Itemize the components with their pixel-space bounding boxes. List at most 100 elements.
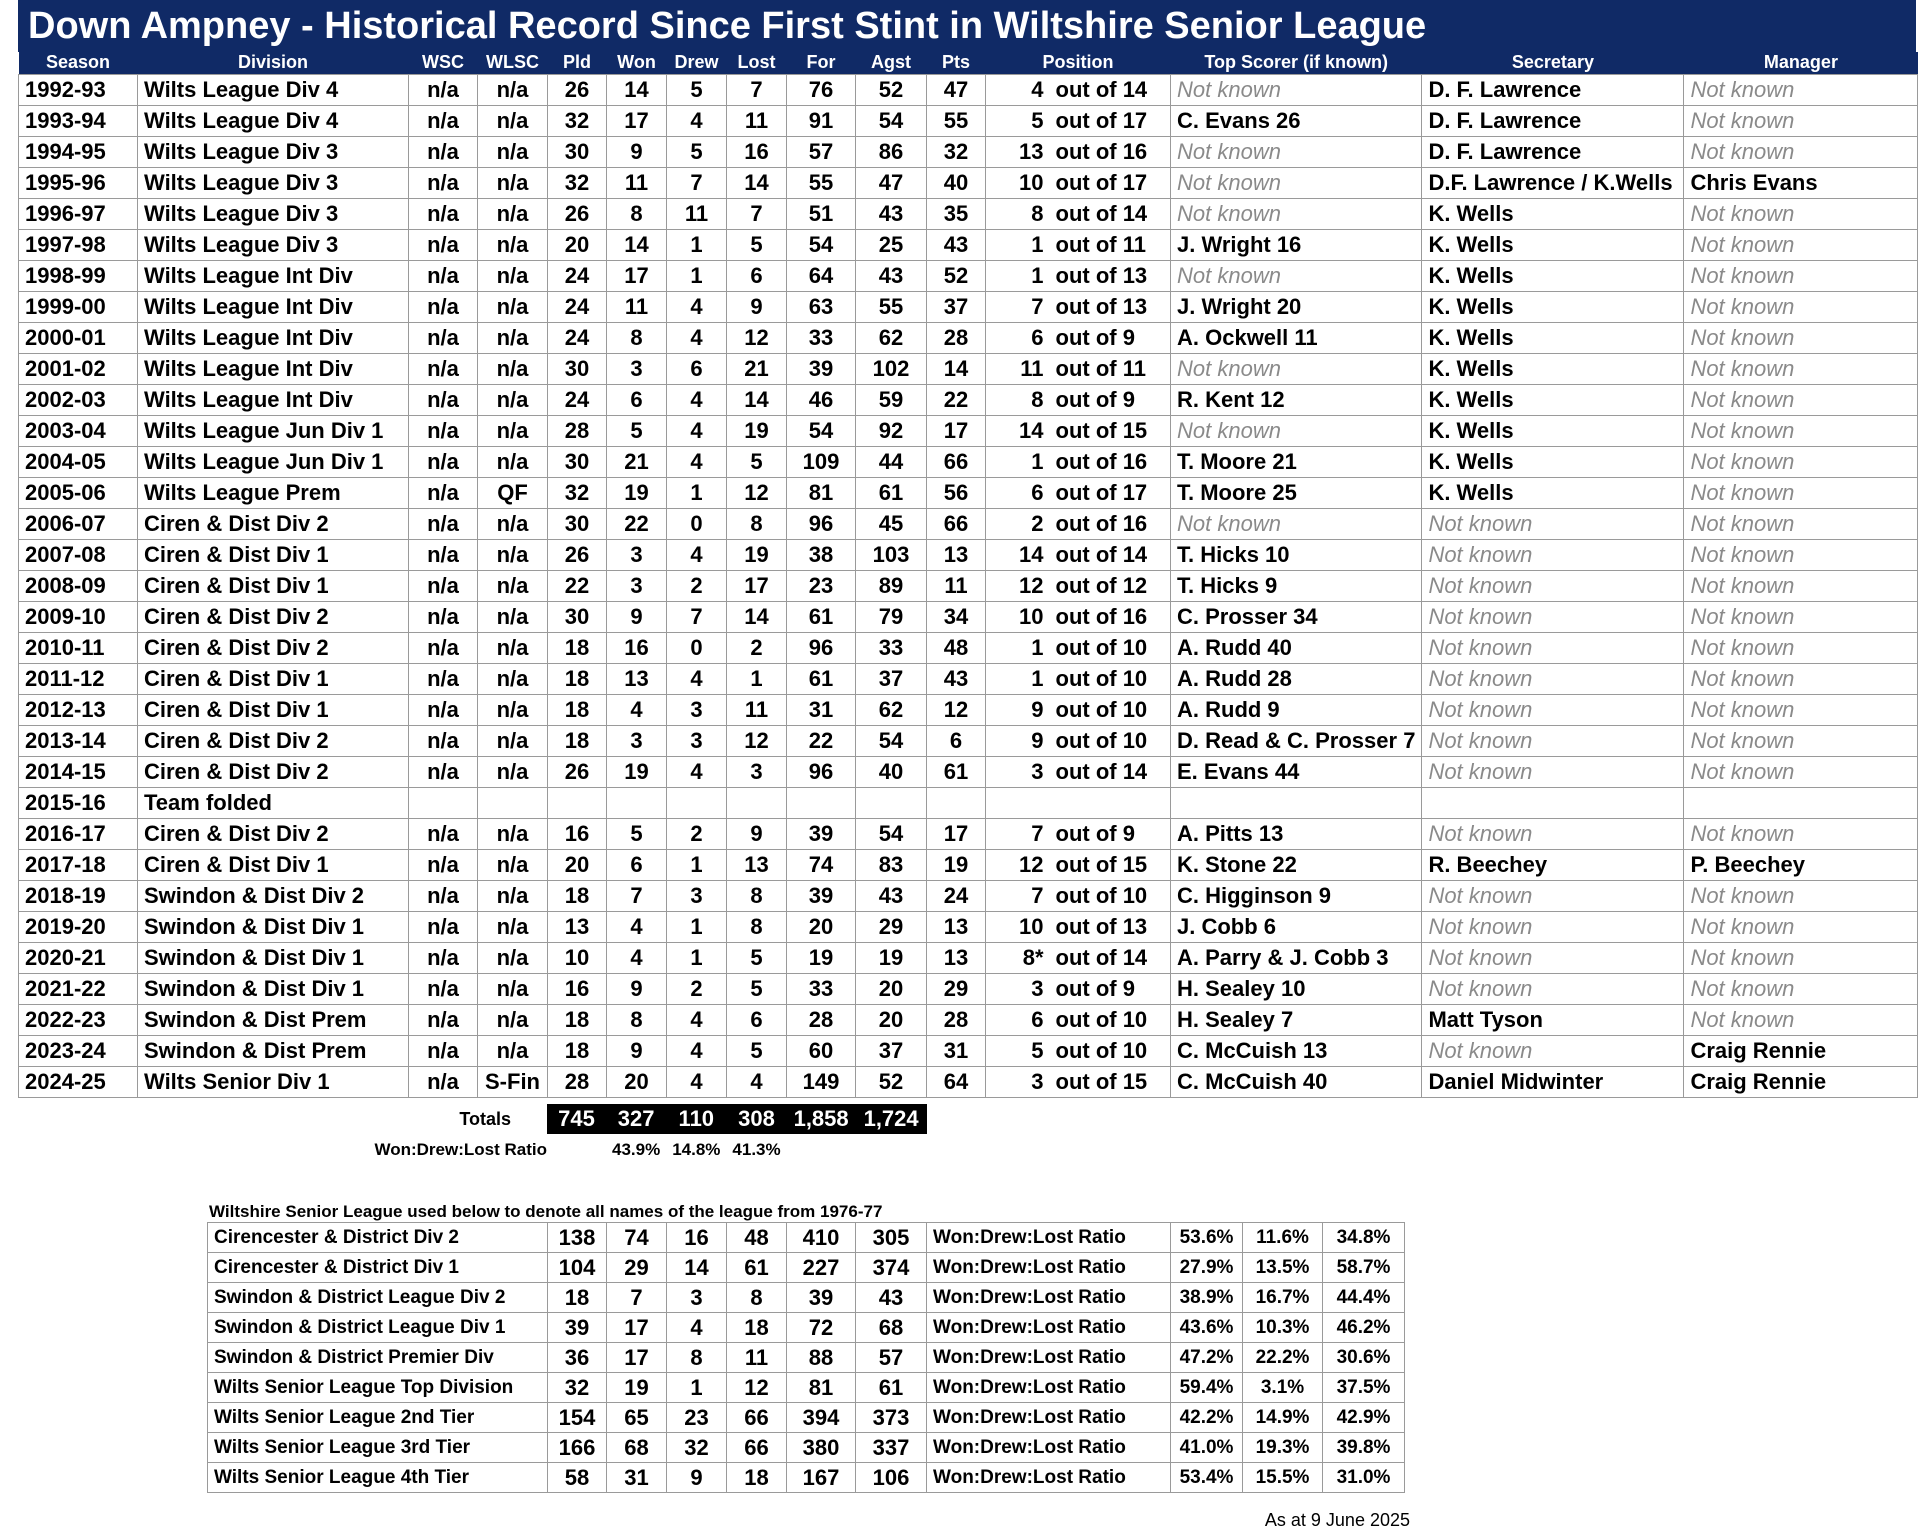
cell: 96 [786, 755, 856, 788]
data-row: 2007-08 Ciren & Dist Div 1 n/a n/a 26 3 4 19 38 1… [18, 538, 1919, 571]
cell: out of 10 [1049, 879, 1171, 912]
data-row: 2024-25 Wilts Senior Div 1 n/a S-Fin 28 20 4 4 1… [18, 1065, 1919, 1098]
cell: Wilts League Div 3 [137, 197, 409, 230]
cell: n/a [408, 724, 478, 757]
cell: 26 [547, 755, 607, 788]
cell: out of 16 [1049, 600, 1171, 633]
cell: 14 [726, 600, 787, 633]
cell: 6 [985, 1003, 1050, 1036]
cell: n/a [477, 352, 548, 385]
cell: n/a [408, 73, 478, 106]
summary-cell: 32 [666, 1432, 727, 1463]
cell: A. Pitts 13 [1169, 817, 1423, 850]
cell: 11 [726, 693, 787, 726]
cell: 1995-96 [18, 166, 138, 199]
summary-cell: Won:Drew:Lost Ratio [926, 1432, 1171, 1463]
cell: 20 [606, 1065, 667, 1098]
cell: 13 [606, 662, 667, 695]
cell: 1 [985, 445, 1050, 478]
cell: 9 [606, 1034, 667, 1067]
cell: Not known [1169, 197, 1423, 230]
cell: n/a [477, 73, 548, 106]
cell: 24 [926, 879, 986, 912]
totals-row: Totals 745 327 110 308 1,858 1,724 [18, 1104, 927, 1134]
data-row: 2002-03 Wilts League Int Div n/a n/a 24 6 4 14 4… [18, 383, 1919, 416]
cell: 6 [926, 724, 986, 757]
cell: 23 [786, 569, 856, 602]
cell: out of 15 [1049, 414, 1171, 447]
cell: 37 [855, 1034, 927, 1067]
data-row: 2019-20 Swindon & Dist Div 1 n/a n/a 13 4 1 8 20… [18, 910, 1919, 943]
cell: out of 17 [1049, 104, 1171, 137]
summary-row: Wilts Senior League 2nd Tier 154 65 23 66 394… [207, 1402, 1405, 1433]
cell: 14 [726, 383, 787, 416]
cell: Ciren & Dist Div 1 [137, 662, 409, 695]
cell: 1 [985, 259, 1050, 292]
data-row: 2004-05 Wilts League Jun Div 1 n/a n/a 30 21 4… [18, 445, 1919, 478]
cell: 4 [666, 1003, 727, 1036]
ratio-row: Won:Drew:Lost Ratio 43.9% 14.8% 41.3% [18, 1134, 927, 1166]
cell: 28 [926, 321, 986, 354]
cell: Wilts League Div 4 [137, 104, 409, 137]
summary-cell: 18 [726, 1462, 787, 1493]
summary-cell: 23 [666, 1402, 727, 1433]
ratio-value: 14.8% [672, 1140, 721, 1159]
cell: Not known [1421, 569, 1685, 602]
cell: 19 [726, 538, 787, 571]
summary-cell: 8 [726, 1282, 787, 1313]
cell: 8* [985, 941, 1050, 974]
data-row: 2020-21 Swindon & Dist Div 1 n/a n/a 10 4 1 5 19… [18, 941, 1919, 974]
cell: 1 [666, 910, 727, 943]
cell: 37 [926, 290, 986, 323]
cell: n/a [477, 1003, 548, 1036]
cell: n/a [477, 166, 548, 199]
cell: 7 [666, 600, 727, 633]
cell: n/a [408, 848, 478, 881]
header-cell: Pts [926, 52, 986, 74]
cell: 26 [547, 73, 607, 106]
header-cell: Top Scorer (if known) [1170, 52, 1422, 74]
cell: 17 [726, 569, 787, 602]
cell: out of 16 [1049, 445, 1171, 478]
summary-cell: 68 [855, 1312, 927, 1343]
cell: 4 [666, 104, 727, 137]
cell: Ciren & Dist Div 2 [137, 755, 409, 788]
cell: 20 [786, 910, 856, 943]
ratio-label: Won:Drew:Lost Ratio [374, 1140, 547, 1159]
cell: out of 14 [1049, 197, 1171, 230]
cell: Not known [1169, 414, 1423, 447]
cell: Wilts League Div 3 [137, 228, 409, 261]
summary-cell: 31.0% [1322, 1462, 1405, 1493]
summary-cell: 1 [666, 1372, 727, 1403]
cell: out of 14 [1049, 538, 1171, 571]
summary-cell: Won:Drew:Lost Ratio [926, 1252, 1171, 1283]
cell: A. Rudd 9 [1169, 693, 1423, 726]
cell: Swindon & Dist Div 1 [137, 972, 409, 1005]
summary-cell: 61 [726, 1252, 787, 1283]
cell: 6 [726, 1003, 787, 1036]
cell: D. F. Lawrence [1421, 104, 1685, 137]
cell: 19 [926, 848, 986, 881]
cell: out of 17 [1049, 166, 1171, 199]
cell: K. Wells [1421, 414, 1685, 447]
cell: 63 [786, 290, 856, 323]
total-value: 1,858 [786, 1104, 856, 1134]
cell: Swindon & Dist Div 1 [137, 941, 409, 974]
cell: 48 [926, 631, 986, 664]
cell: 21 [606, 445, 667, 478]
cell: A. Ockwell 11 [1169, 321, 1423, 354]
cell: 81 [786, 476, 856, 509]
cell: Swindon & Dist Div 1 [137, 910, 409, 943]
cell: R. Beechey [1421, 848, 1685, 881]
cell: 6 [726, 259, 787, 292]
cell: 29 [926, 972, 986, 1005]
cell: n/a [408, 600, 478, 633]
data-row: 2023-24 Swindon & Dist Prem n/a n/a 18 9 4 5 60 3… [18, 1034, 1919, 1067]
summary-cell: Won:Drew:Lost Ratio [926, 1222, 1171, 1253]
cell: E. Evans 44 [1169, 755, 1423, 788]
totals-table: Totals 745 327 110 308 1,858 1,724 Won:Drew:Los… [18, 1104, 927, 1166]
summary-cell: 53.6% [1170, 1222, 1243, 1253]
cell: out of 10 [1049, 662, 1171, 695]
cell: 14 [726, 166, 787, 199]
cell: 32 [547, 104, 607, 137]
